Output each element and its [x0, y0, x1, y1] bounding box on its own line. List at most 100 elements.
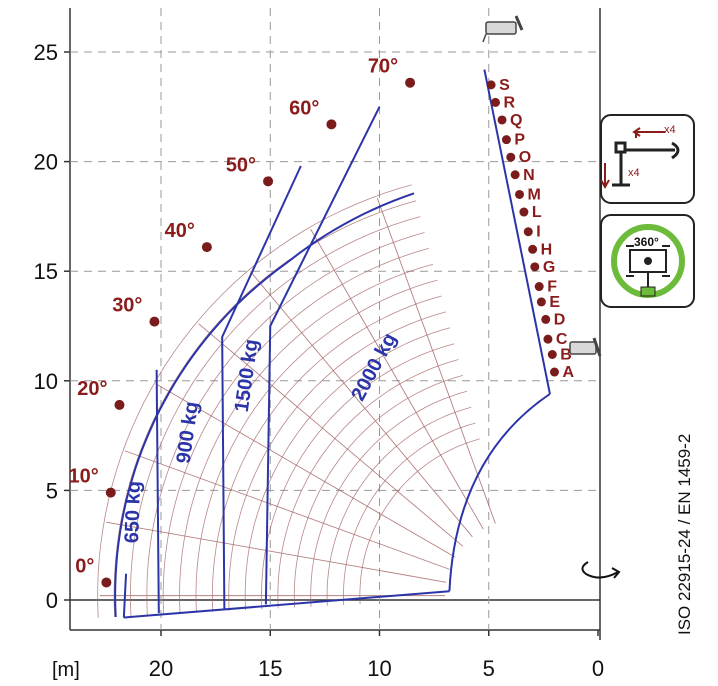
angle-marker-dot: [263, 176, 274, 187]
extension-arc-gridline: [113, 200, 417, 618]
extension-marker-dot: [510, 170, 520, 180]
angle-gridline: [250, 271, 473, 538]
angle-label: 0°: [75, 555, 94, 577]
angle-marker-dot: [326, 119, 337, 130]
angle-gridline: [310, 229, 484, 530]
angle-gridline: [125, 450, 450, 570]
angle-label: 40°: [165, 220, 195, 242]
reach-envelope: [114, 69, 551, 619]
extension-marker-dot: [497, 115, 507, 125]
angle-marker-dot: [114, 399, 125, 410]
extension-arc-gridline: [130, 216, 421, 617]
extension-marker-dot: [534, 282, 544, 292]
angle-label: 70°: [368, 56, 398, 78]
extension-marker-dot: [515, 189, 525, 199]
y-tick-label: 20: [34, 150, 58, 175]
rotation-arrow-icon: [581, 561, 621, 579]
outrigger-x4-bottom: x4: [628, 167, 640, 179]
extension-marker-dot: [523, 227, 533, 237]
extension-marker-dot: [530, 262, 540, 272]
machine-top-view-icon: [626, 245, 670, 288]
extension-marker-dot: [506, 152, 516, 162]
angle-marker-dot: [405, 77, 416, 88]
envelope-right-edge: [483, 69, 551, 395]
y-tick-label: 0: [46, 588, 58, 613]
rotation-360-label: 360°: [634, 235, 659, 249]
angle-gridline: [376, 197, 496, 524]
platform-basket-low-icon: [569, 337, 602, 357]
envelope-left-edge: [122, 573, 128, 618]
angle-label: 20°: [77, 378, 107, 400]
load-zone-label: 650 kg: [121, 481, 145, 544]
angle-gridline: [198, 323, 464, 547]
extension-marker-dot: [490, 97, 500, 107]
angle-label: 60°: [289, 97, 319, 119]
extension-marker-dot: [536, 297, 546, 307]
y-tick-label: 5: [46, 478, 58, 503]
extension-marker-dot: [541, 314, 551, 324]
load-zone-label: 1500 kg: [231, 338, 263, 414]
envelope-inner-curve: [448, 393, 551, 592]
angle-marker-dot: [105, 487, 116, 498]
angle-gridline: [106, 521, 447, 583]
angle-marker-dot: [201, 242, 212, 253]
extension-arc-gridline: [212, 295, 442, 612]
angle-label: 50°: [226, 154, 256, 176]
extension-letter-label: R: [503, 94, 515, 111]
extension-marker-dot: [501, 135, 511, 145]
x-tick-label: 0: [592, 656, 604, 681]
extension-marker-dot: [528, 244, 538, 254]
load-zone-divider: [264, 106, 381, 605]
extension-arc-gridline: [162, 248, 429, 615]
extension-arc-gridline: [310, 390, 468, 607]
angle-label: 10°: [68, 466, 98, 488]
extension-arc-gridline: [359, 438, 480, 605]
extension-letter-label: C: [556, 331, 568, 348]
extension-arc-gridline: [261, 343, 455, 610]
outrigger-x4-top: x4: [664, 124, 676, 136]
extension-arc-gridline: [343, 422, 476, 606]
angle-label: 30°: [112, 295, 142, 317]
extension-letter-label: A: [562, 364, 574, 381]
extension-letter-label: Q: [510, 112, 522, 129]
extension-arc-gridline: [244, 327, 451, 611]
extension-arc-gridline: [277, 359, 459, 609]
extension-marker-dot: [519, 207, 529, 217]
load-zone-divider: [221, 165, 302, 609]
x-tick-label: 20: [149, 656, 173, 681]
load-zone-label: 2000 kg: [347, 329, 401, 404]
x-unit-label: [m]: [52, 659, 80, 681]
standard-text: ISO 22915-24 / EN 1459-2: [675, 434, 694, 635]
extension-arc-gridline: [195, 279, 438, 613]
angle-marker-dot: [149, 316, 160, 327]
x-tick-label: 10: [367, 656, 391, 681]
outrigger-icon: [600, 127, 680, 190]
extension-letter-label: F: [547, 279, 557, 296]
load-zone-divider: [155, 369, 160, 614]
outriggers-badge: x4 x4: [600, 114, 695, 204]
envelope-outer-arc: [114, 192, 415, 618]
x-tick-label: 15: [258, 656, 282, 681]
extension-marker-dot: [543, 334, 553, 344]
extension-arc-gridline: [228, 311, 446, 612]
grid-lines: [97, 184, 496, 618]
extension-letter-label: S: [499, 77, 510, 94]
extension-letter-label: G: [543, 259, 555, 276]
extension-arc-gridline: [326, 406, 472, 606]
extension-marker-dot: [547, 349, 557, 359]
rotation-badge: 360°: [600, 214, 695, 308]
extension-letter-label: E: [549, 294, 560, 311]
extension-arc-gridline: [146, 232, 425, 616]
extension-letter-label: I: [536, 224, 540, 241]
x-tick-label: 5: [483, 656, 495, 681]
y-tick-label: 15: [34, 259, 58, 284]
extension-letter-label: B: [560, 346, 572, 363]
extension-letter-label: L: [532, 204, 542, 221]
angle-marker-dot: [101, 577, 112, 588]
extension-marker-dot: [549, 367, 559, 377]
extension-letter-label: P: [514, 132, 525, 149]
extension-letter-label: H: [541, 241, 553, 258]
extension-letter-label: O: [519, 149, 531, 166]
